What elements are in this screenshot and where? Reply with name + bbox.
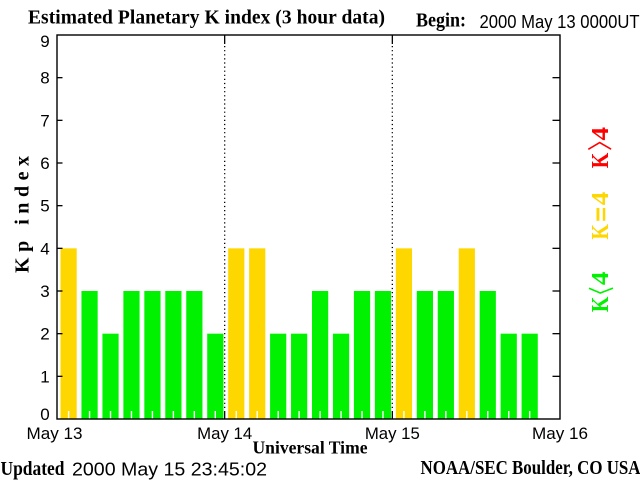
svg-text:1: 1	[40, 367, 49, 386]
svg-text:2000 May 15 23:45:02: 2000 May 15 23:45:02	[72, 460, 267, 480]
svg-text:3: 3	[40, 282, 49, 301]
svg-text:2: 2	[40, 325, 49, 344]
svg-text:5: 5	[40, 197, 49, 216]
svg-text:K: K	[588, 224, 614, 240]
svg-text:May 16: May 16	[532, 424, 588, 443]
svg-text:May 15: May 15	[365, 424, 420, 443]
svg-text:8: 8	[40, 69, 49, 88]
svg-text:Universal Time: Universal Time	[253, 438, 368, 458]
svg-text:K: K	[588, 296, 614, 312]
svg-text:May 13: May 13	[27, 424, 83, 443]
svg-text:2000 May 13 0000UT: 2000 May 13 0000UT	[480, 12, 640, 32]
svg-text:Begin:: Begin:	[416, 10, 466, 32]
svg-text:4: 4	[588, 272, 614, 286]
svg-text:Updated: Updated	[1, 458, 65, 480]
svg-text:K: K	[588, 152, 614, 168]
svg-text:9: 9	[40, 32, 49, 51]
svg-text:4: 4	[588, 127, 614, 141]
svg-text:6: 6	[40, 154, 49, 173]
svg-text:4: 4	[588, 192, 614, 206]
svg-text:May 14: May 14	[197, 424, 252, 443]
svg-text:7: 7	[40, 111, 49, 130]
svg-text:Estimated Planetary K index (3: Estimated Planetary K index (3 hour data…	[28, 8, 385, 29]
svg-text:4: 4	[40, 239, 49, 258]
svg-text:NOAA/SEC Boulder, CO USA: NOAA/SEC Boulder, CO USA	[421, 457, 640, 479]
svg-text:0: 0	[40, 405, 49, 424]
